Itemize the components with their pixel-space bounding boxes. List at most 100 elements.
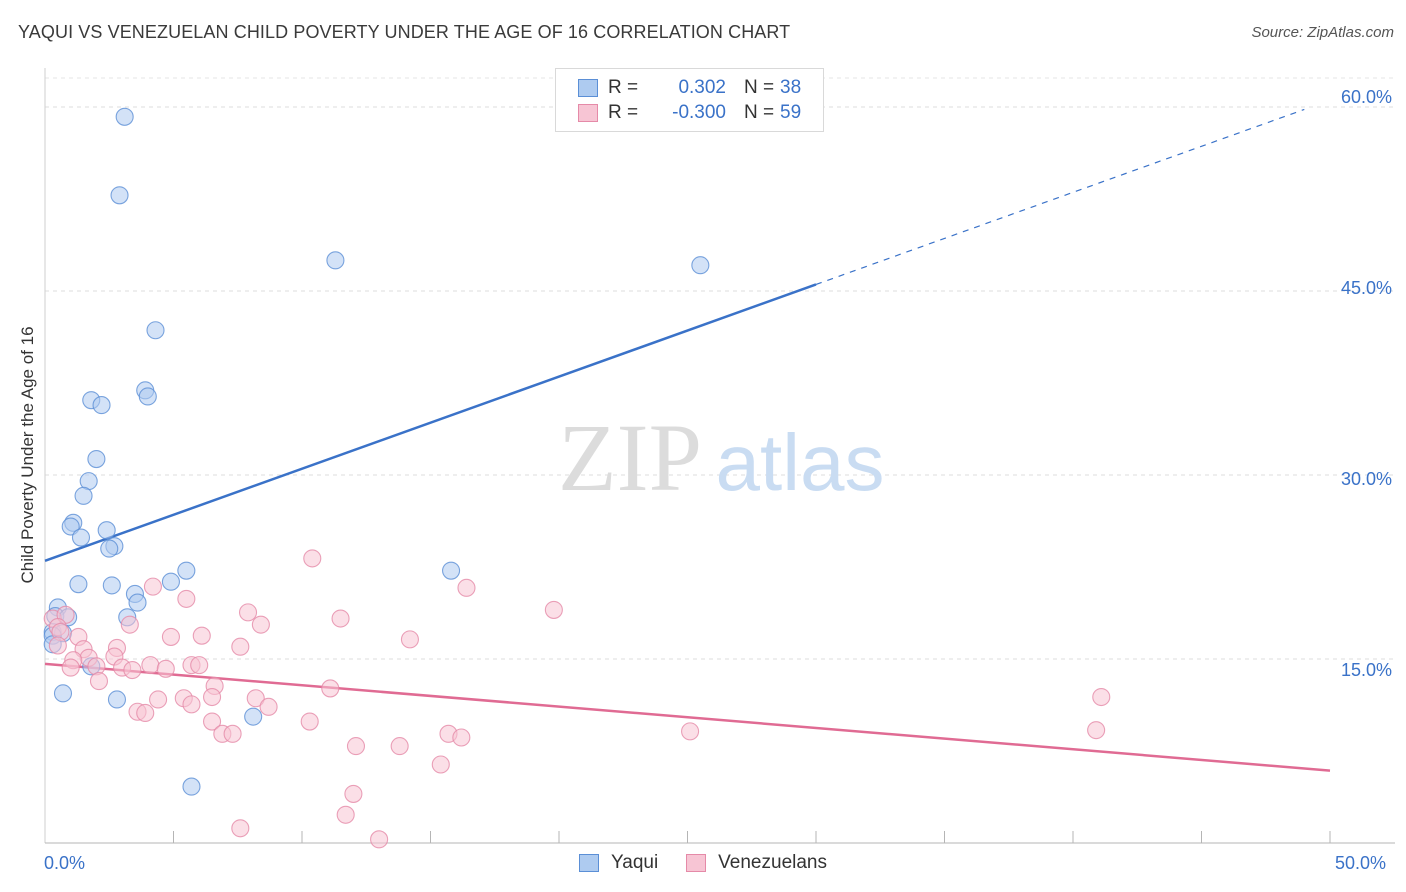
legend-swatch-yaqui (578, 854, 599, 872)
series-legend: Yaqui Venezuelans (0, 852, 1406, 874)
stats-legend: R = 0.302 N = 38 R = -0.300 N = 59 (555, 68, 824, 132)
y-tick-15: 15.0% (1340, 660, 1392, 680)
data-point-venezuelans (346, 737, 366, 756)
legend-n-value: 38 (780, 77, 802, 98)
legend-n-label: N = (744, 102, 775, 123)
legend-n-label: N = (744, 77, 775, 98)
data-point-venezuelans (452, 728, 471, 747)
y-tick-45: 45.0% (1340, 278, 1392, 298)
legend-row-yaqui: R = 0.302 N = 38 (578, 77, 801, 99)
data-point-venezuelans (136, 703, 155, 723)
data-point-venezuelans (89, 672, 109, 691)
data-point-yaqui (87, 449, 106, 469)
data-point-venezuelans (156, 659, 175, 678)
legend-r-label: R = (608, 77, 639, 98)
data-point-yaqui (53, 684, 73, 703)
data-point-yaqui (138, 387, 157, 406)
watermark-atlas: atlas (716, 418, 885, 507)
data-point-yaqui (442, 561, 461, 580)
x-tick-max: 50.0% (1335, 853, 1387, 873)
data-point-venezuelans (161, 627, 180, 646)
legend-swatch-venezuelans (578, 104, 598, 122)
data-point-venezuelans (192, 626, 211, 645)
data-point-venezuelans (141, 656, 160, 675)
data-point-venezuelans (203, 687, 222, 707)
legend-swatch-venezuelans (686, 854, 707, 872)
y-tick-30: 30.0% (1340, 469, 1392, 489)
data-point-yaqui (92, 396, 111, 415)
legend-item-venezuelans[interactable]: Venezuelans (686, 852, 827, 874)
trendline-dashed-yaqui (815, 108, 1305, 286)
trendline-yaqui (44, 283, 817, 563)
data-point-venezuelans (457, 578, 476, 597)
watermark-zip: ZIP (558, 404, 702, 511)
data-point-venezuelans (431, 755, 450, 774)
data-point-yaqui (74, 486, 93, 505)
data-point-venezuelans (300, 712, 319, 731)
data-point-yaqui (102, 576, 121, 595)
data-point-venezuelans (203, 712, 222, 731)
legend-n-value: 59 (780, 102, 802, 123)
trendlines (44, 108, 1331, 772)
data-point-venezuelans (331, 609, 350, 628)
data-point-venezuelans (120, 615, 139, 634)
trendline-venezuelans (44, 662, 1331, 772)
data-point-yaqui (161, 572, 180, 591)
data-point-venezuelans (370, 830, 389, 849)
data-point-yaqui (100, 539, 119, 558)
data-point-yaqui (182, 777, 201, 796)
legend-row-venezuelans: R = -0.300 N = 59 (578, 102, 801, 124)
data-point-yaqui (97, 521, 116, 540)
data-point-venezuelans (123, 660, 142, 680)
legend-r-label: R = (608, 102, 639, 123)
data-point-yaqui (244, 707, 263, 726)
data-point-venezuelans (400, 630, 419, 649)
data-point-venezuelans (344, 784, 363, 803)
data-point-venezuelans (303, 549, 322, 568)
data-point-venezuelans (246, 689, 265, 708)
data-point-venezuelans (61, 658, 80, 677)
watermark: ZIP atlas (558, 404, 884, 511)
legend-r-value: -0.300 (672, 102, 726, 123)
data-point-yaqui (177, 561, 196, 580)
source-label: Source: ZipAtlas.com (1251, 24, 1394, 41)
grid-lines (45, 77, 1395, 660)
data-point-venezuelans (321, 679, 340, 698)
y-tick-60: 60.0% (1340, 87, 1392, 107)
data-point-venezuelans (231, 819, 250, 838)
data-point-venezuelans (149, 690, 168, 709)
data-point-yaqui (326, 251, 345, 270)
data-point-yaqui (146, 321, 165, 340)
x-tick-min: 0.0% (44, 853, 86, 873)
legend-swatch-yaqui (578, 79, 598, 97)
data-point-venezuelans (238, 603, 258, 622)
data-point-venezuelans (390, 737, 409, 756)
data-point-venezuelans (190, 656, 209, 675)
data-point-venezuelans (1087, 721, 1106, 740)
data-point-yaqui (691, 256, 710, 275)
data-point-venezuelans (1092, 687, 1111, 707)
data-point-venezuelans (223, 724, 242, 743)
legend-r-value: 0.302 (678, 77, 726, 98)
y-axis-label: Child Poverty Under the Age of 16 (18, 326, 37, 584)
data-point-yaqui (69, 575, 88, 594)
data-point-venezuelans (544, 600, 563, 619)
data-point-venezuelans (251, 615, 270, 634)
data-point-venezuelans (87, 657, 106, 676)
legend-label-venezuelans: Venezuelans (718, 852, 827, 873)
data-point-venezuelans (681, 722, 700, 741)
legend-item-yaqui[interactable]: Yaqui (578, 852, 658, 874)
data-point-venezuelans (48, 636, 67, 655)
data-points (43, 107, 1111, 849)
data-point-venezuelans (177, 589, 196, 608)
data-point-yaqui (110, 186, 129, 205)
data-point-venezuelans (182, 695, 201, 714)
data-point-venezuelans (231, 637, 250, 656)
axes (44, 68, 1395, 844)
data-point-venezuelans (336, 805, 355, 824)
data-point-yaqui (71, 528, 91, 547)
data-point-yaqui (61, 517, 80, 536)
data-point-yaqui (128, 593, 147, 612)
data-point-yaqui (107, 690, 127, 709)
